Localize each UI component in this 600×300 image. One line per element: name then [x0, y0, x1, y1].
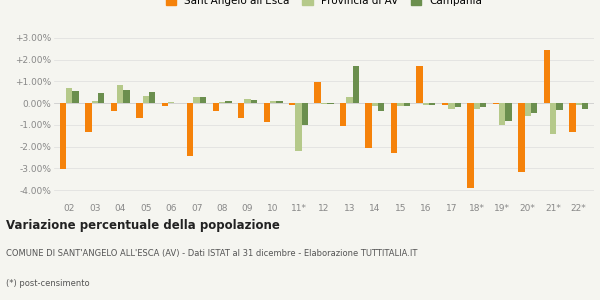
- Bar: [66, 88, 73, 103]
- Bar: [73, 91, 79, 103]
- Bar: [143, 95, 149, 103]
- Bar: [225, 101, 232, 103]
- Bar: [321, 103, 327, 104]
- Bar: [448, 103, 455, 109]
- Bar: [149, 92, 155, 103]
- Bar: [98, 93, 104, 103]
- Bar: [429, 103, 436, 105]
- Bar: [397, 103, 404, 106]
- Text: Variazione percentuale della popolazione: Variazione percentuale della popolazione: [6, 219, 280, 232]
- Bar: [416, 66, 423, 103]
- Bar: [505, 103, 512, 121]
- Bar: [518, 103, 524, 172]
- Bar: [212, 103, 219, 111]
- Bar: [110, 103, 117, 111]
- Bar: [467, 103, 473, 188]
- Bar: [442, 103, 448, 105]
- Bar: [569, 103, 575, 133]
- Bar: [544, 50, 550, 103]
- Bar: [404, 103, 410, 106]
- Bar: [289, 103, 295, 105]
- Legend: Sant'Angelo all'Esca, Provincia di AV, Campania: Sant'Angelo all'Esca, Provincia di AV, C…: [164, 0, 484, 8]
- Bar: [244, 99, 251, 103]
- Bar: [582, 103, 588, 109]
- Bar: [524, 103, 531, 116]
- Bar: [423, 103, 429, 105]
- Bar: [556, 103, 563, 110]
- Bar: [168, 102, 175, 103]
- Text: (*) post-censimento: (*) post-censimento: [6, 279, 89, 288]
- Bar: [187, 103, 193, 156]
- Bar: [92, 101, 98, 103]
- Bar: [327, 103, 334, 104]
- Bar: [161, 103, 168, 106]
- Bar: [295, 103, 302, 151]
- Text: COMUNE DI SANT'ANGELO ALL'ESCA (AV) - Dati ISTAT al 31 dicembre - Elaborazione T: COMUNE DI SANT'ANGELO ALL'ESCA (AV) - Da…: [6, 249, 418, 258]
- Bar: [493, 103, 499, 104]
- Bar: [455, 103, 461, 107]
- Bar: [480, 103, 487, 107]
- Bar: [60, 103, 66, 170]
- Bar: [531, 103, 538, 113]
- Bar: [270, 101, 276, 103]
- Bar: [238, 103, 244, 118]
- Bar: [575, 103, 582, 105]
- Bar: [365, 103, 372, 148]
- Bar: [314, 82, 321, 103]
- Bar: [117, 85, 124, 103]
- Bar: [499, 103, 505, 125]
- Bar: [193, 97, 200, 103]
- Bar: [263, 103, 270, 122]
- Bar: [346, 97, 353, 103]
- Bar: [473, 103, 480, 109]
- Bar: [340, 103, 346, 126]
- Bar: [353, 66, 359, 103]
- Bar: [276, 101, 283, 103]
- Bar: [372, 103, 378, 106]
- Bar: [378, 103, 385, 111]
- Bar: [124, 90, 130, 103]
- Bar: [302, 103, 308, 125]
- Bar: [219, 102, 225, 103]
- Bar: [550, 103, 556, 134]
- Bar: [136, 103, 143, 118]
- Bar: [200, 97, 206, 103]
- Bar: [85, 103, 92, 133]
- Bar: [251, 100, 257, 103]
- Bar: [391, 103, 397, 153]
